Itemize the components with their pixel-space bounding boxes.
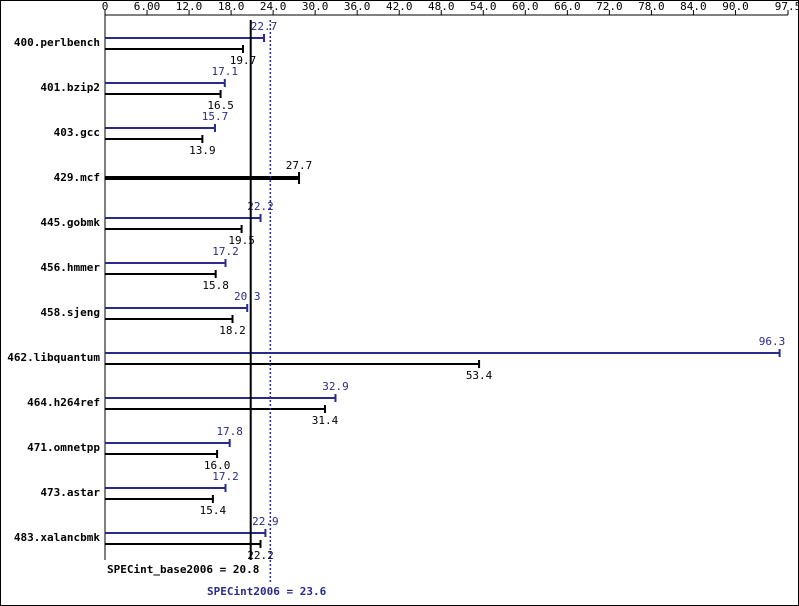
x-tick-label: 84.0 [680, 0, 707, 13]
x-tick-label: 6.00 [134, 0, 161, 13]
value-label: 22.2 [247, 549, 274, 562]
value-label: 32.9 [322, 380, 349, 393]
value-label: 27.7 [286, 159, 313, 172]
category-label: 458.sjeng [40, 306, 100, 319]
category-label: 464.h264ref [27, 396, 100, 409]
value-label: 16.0 [204, 459, 231, 472]
x-tick-label: 30.0 [302, 0, 329, 13]
value-label: 20.3 [234, 290, 261, 303]
x-tick-label: 90.0 [722, 0, 749, 13]
category-label: 456.hmmer [40, 261, 100, 274]
value-label: 22.9 [252, 515, 279, 528]
value-label: 96.3 [759, 335, 786, 348]
category-label: 445.gobmk [40, 216, 100, 229]
x-tick-label: 97.5 [775, 0, 799, 13]
category-label: 403.gcc [54, 126, 100, 139]
category-label: 471.omnetpp [27, 441, 100, 454]
x-tick-label: 54.0 [470, 0, 497, 13]
value-label: 22.2 [247, 200, 274, 213]
category-label: 473.astar [40, 486, 100, 499]
x-tick-label: 48.0 [428, 0, 455, 13]
x-tick-label: 42.0 [386, 0, 413, 13]
category-label: 462.libquantum [7, 351, 100, 364]
value-label: 16.5 [207, 99, 234, 112]
value-label: 53.4 [466, 369, 493, 382]
x-tick-label: 12.0 [176, 0, 203, 13]
x-tick-label: 18.0 [218, 0, 245, 13]
x-tick-label: 66.0 [554, 0, 581, 13]
x-tick-label: 24.0 [260, 0, 287, 13]
category-label: 429.mcf [54, 171, 100, 184]
value-label: 18.2 [219, 324, 246, 337]
value-label: 13.9 [189, 144, 216, 157]
value-label: 15.4 [200, 504, 227, 517]
value-label: 31.4 [312, 414, 339, 427]
value-label: 19.5 [228, 234, 255, 247]
x-tick-label: 72.0 [596, 0, 623, 13]
category-label: 400.perlbench [14, 36, 100, 49]
value-label: 17.8 [216, 425, 243, 438]
x-tick-label: 60.0 [512, 0, 539, 13]
value-label: 17.2 [212, 470, 239, 483]
reference-label: SPECint_base2006 = 20.8 [107, 563, 259, 576]
value-label: 19.7 [230, 54, 257, 67]
reference-label: SPECint2006 = 23.6 [207, 585, 327, 598]
value-label: 15.7 [202, 110, 229, 123]
value-label: 15.8 [202, 279, 229, 292]
value-label: 22.7 [251, 20, 278, 33]
category-label: 401.bzip2 [40, 81, 100, 94]
category-label: 483.xalancbmk [14, 531, 100, 544]
value-label: 17.1 [212, 65, 239, 78]
x-tick-label: 0 [102, 0, 109, 13]
value-label: 17.2 [212, 245, 239, 258]
x-tick-label: 36.0 [344, 0, 371, 13]
x-tick-label: 78.0 [638, 0, 665, 13]
